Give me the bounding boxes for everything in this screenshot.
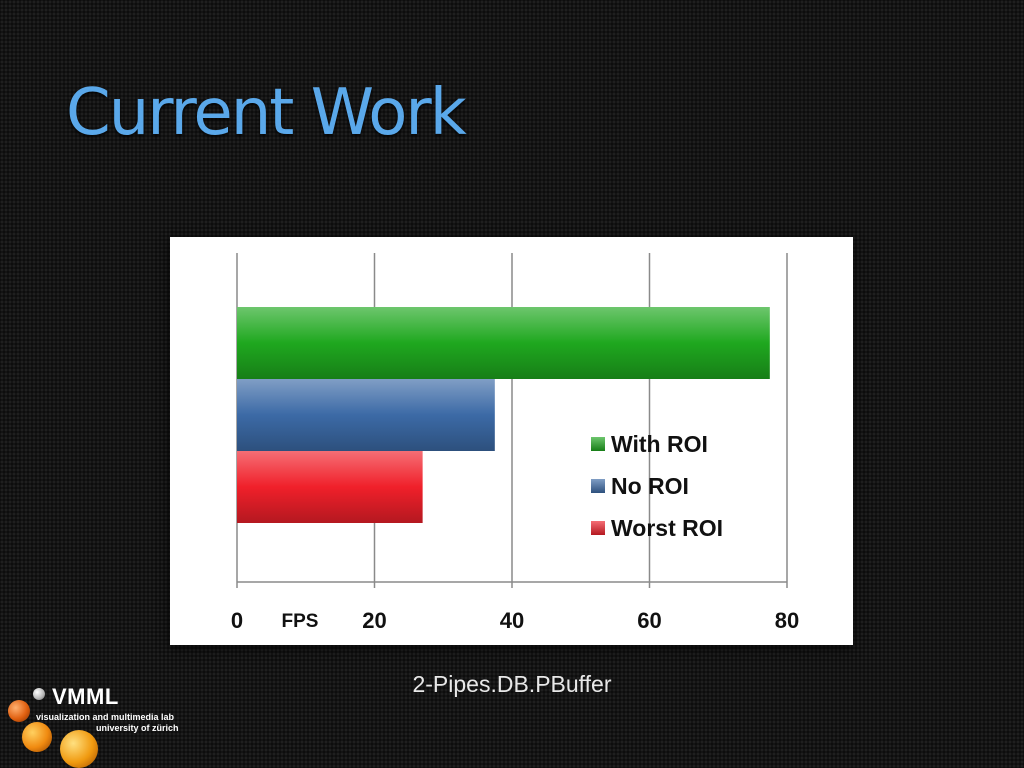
logo-sphere (33, 688, 45, 700)
bar-with-roi (237, 307, 770, 379)
chart-panel: 0 20 40 60 80 FPS With ROI No ROI Worst ROI (170, 237, 853, 645)
legend-swatch (591, 479, 605, 493)
logo-subtitle: university of zürich (96, 723, 179, 733)
slide-caption: 2-Pipes.DB.PBuffer (412, 671, 612, 697)
logo-wordmark: VMML (52, 684, 119, 709)
logo-sphere (22, 722, 52, 752)
vmml-logo: VMML visualization and multimedia lab un… (0, 682, 200, 768)
bar-no-roi (237, 379, 495, 451)
logo-subtitle: visualization and multimedia lab (36, 712, 175, 722)
fps-bar-chart: 0 20 40 60 80 FPS With ROI No ROI Worst ROI (231, 253, 799, 633)
x-tick-label: 20 (362, 608, 386, 633)
bar-worst-roi (237, 451, 423, 523)
x-tick-label: 40 (500, 608, 524, 633)
legend-label: Worst ROI (611, 515, 723, 541)
x-tick-label: 0 (231, 608, 243, 633)
slide-title: Current Work (66, 76, 467, 150)
legend-label: No ROI (611, 473, 689, 499)
legend-swatch (591, 437, 605, 451)
x-tick-label: 60 (637, 608, 661, 633)
x-axis-label: FPS (282, 611, 319, 632)
x-tick-label: 80 (775, 608, 799, 633)
legend-label: With ROI (611, 431, 708, 457)
legend-swatch (591, 521, 605, 535)
logo-sphere (8, 700, 30, 722)
logo-sphere (60, 730, 98, 768)
